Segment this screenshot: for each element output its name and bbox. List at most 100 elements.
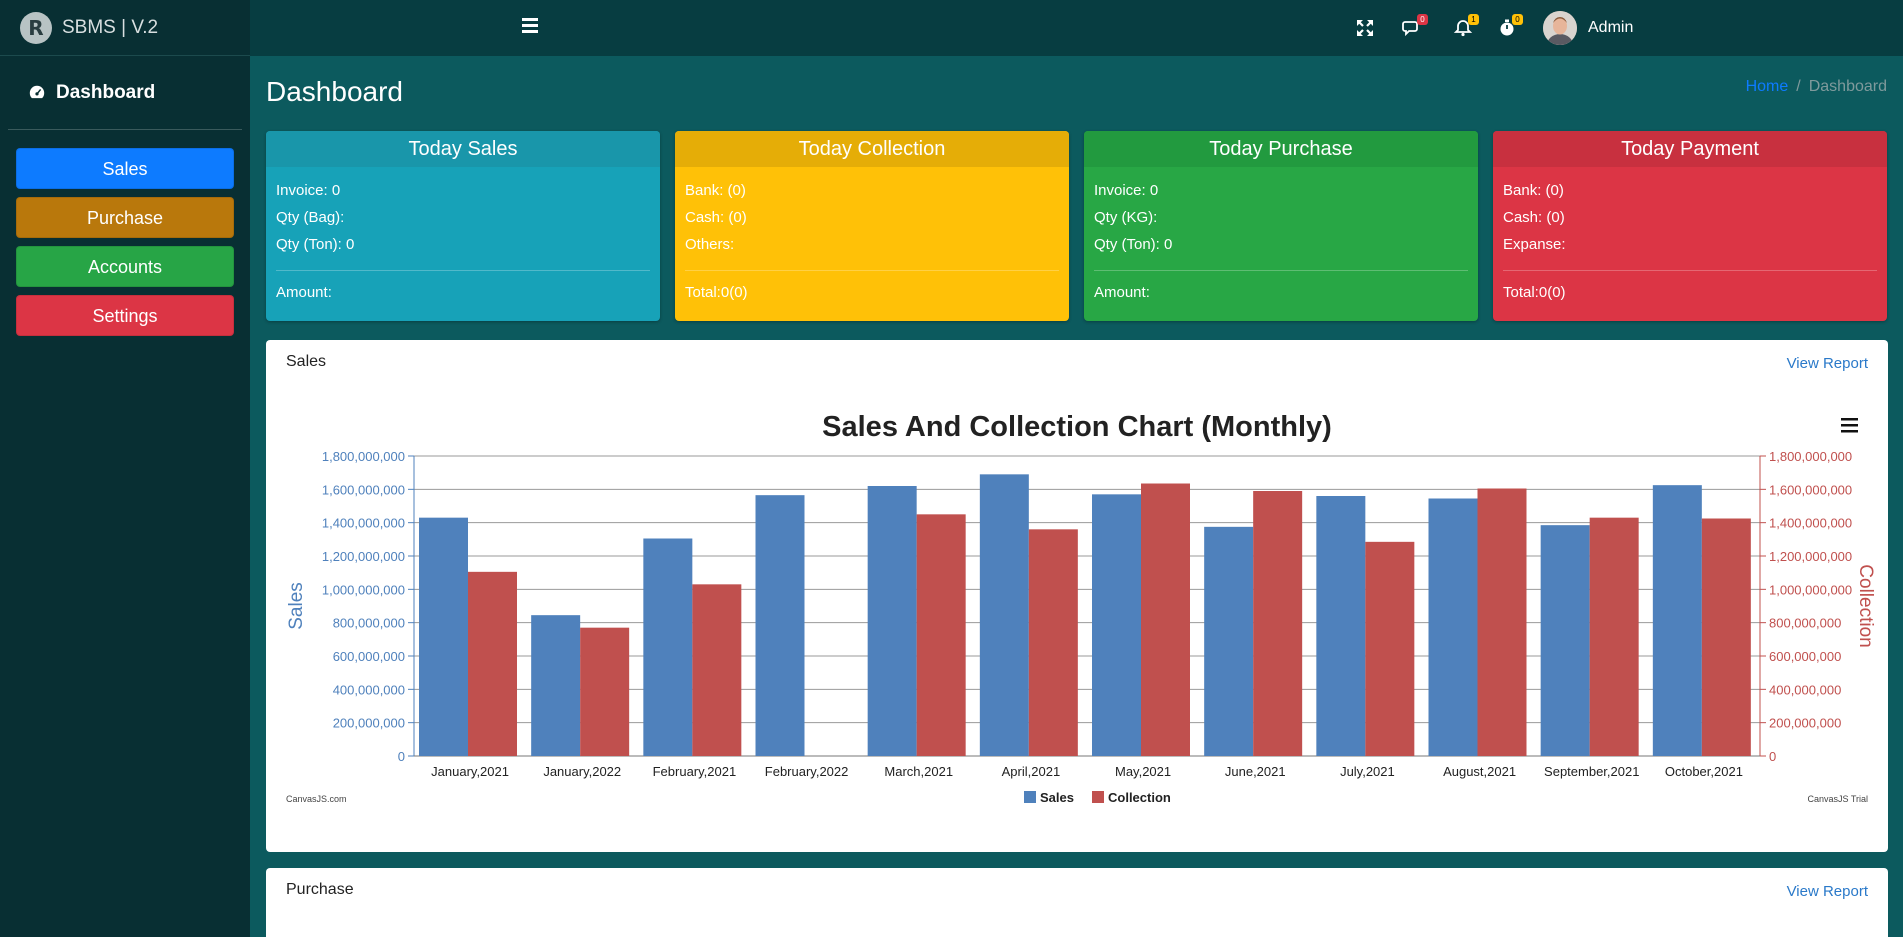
bar-collection — [1589, 517, 1639, 756]
avatar[interactable] — [1543, 11, 1577, 45]
bar-collection — [1701, 518, 1751, 756]
sidebar-dashboard-label: Dashboard — [56, 81, 156, 103]
card-divider — [685, 270, 1059, 271]
card-line: Qty (Bag): — [276, 209, 345, 226]
bar-sales — [1204, 526, 1254, 756]
purchase-view-report-link[interactable]: View Report — [1786, 883, 1868, 900]
x-tick-label: January,2022 — [543, 764, 621, 779]
y2-tick-label: 200,000,000 — [1769, 716, 1841, 731]
breadcrumb-home[interactable]: Home — [1745, 78, 1789, 95]
card-title: Today Collection — [675, 131, 1069, 167]
sidebar-item-settings[interactable]: Settings — [16, 295, 234, 336]
card-divider — [276, 270, 650, 271]
sidebar-item-sales[interactable]: Sales — [16, 148, 234, 189]
notifications-badge: 1 — [1468, 14, 1479, 25]
legend-swatch-sales — [1024, 791, 1036, 803]
purchase-panel: Purchase View Report — [266, 868, 1888, 937]
sidebar-item-accounts[interactable]: Accounts — [16, 246, 234, 287]
card-today-purchase: Today Purchase Invoice: 0 Qty (KG): Qty … — [1084, 131, 1478, 321]
bar-sales — [1652, 485, 1702, 756]
chart-menu-icon-bar — [1841, 418, 1858, 421]
y2-tick-label: 1,800,000,000 — [1769, 449, 1852, 464]
sales-panel: Sales View Report Sales And Collection C… — [266, 340, 1888, 852]
purchase-panel-title: Purchase — [286, 881, 354, 898]
card-footer: Total:0(0) — [1503, 284, 1566, 301]
x-tick-label: June,2021 — [1225, 764, 1286, 779]
y-tick-label: 1,000,000,000 — [322, 582, 405, 597]
bar-collection — [916, 514, 966, 756]
brand[interactable]: R SBMS | V.2 — [0, 0, 250, 56]
main-content: Dashboard Home / Dashboard Today Sales Inv… — [250, 56, 1903, 937]
x-tick-label: October,2021 — [1665, 764, 1743, 779]
chart-title: Sales And Collection Chart (Monthly) — [822, 411, 1332, 443]
bar-sales — [643, 538, 693, 756]
legend-label-collection: Collection — [1108, 790, 1171, 805]
card-today-payment: Today Payment Bank: (0) Cash: (0) Expans… — [1493, 131, 1887, 321]
card-line: Expanse: — [1503, 236, 1566, 253]
sales-view-report-link[interactable]: View Report — [1786, 355, 1868, 372]
card-line: Qty (KG): — [1094, 209, 1158, 226]
bell-icon[interactable]: 1 — [1453, 14, 1479, 38]
x-tick-label: February,2021 — [653, 764, 737, 779]
breadcrumb-separator: / — [1796, 78, 1801, 95]
card-divider — [1503, 270, 1877, 271]
messages-badge: 0 — [1417, 14, 1428, 25]
y2-tick-label: 1,200,000,000 — [1769, 549, 1852, 564]
menu-icon[interactable] — [522, 18, 538, 33]
summary-cards: Today Sales Invoice: 0 Qty (Bag): Qty (T… — [266, 131, 1890, 321]
card-footer: Amount: — [276, 284, 332, 301]
bar-collection — [1253, 491, 1303, 756]
y2-tick-label: 800,000,000 — [1769, 616, 1841, 631]
bar-collection — [1028, 529, 1078, 756]
y-tick-label: 200,000,000 — [333, 716, 405, 731]
card-footer: Amount: — [1094, 284, 1150, 301]
bar-collection — [580, 627, 630, 756]
y2-tick-label: 600,000,000 — [1769, 649, 1841, 664]
bar-sales — [867, 486, 917, 756]
x-tick-label: March,2021 — [884, 764, 953, 779]
brand-logo: R — [20, 11, 52, 44]
sidebar-item-dashboard[interactable]: Dashboard — [8, 56, 242, 130]
bar-sales — [1316, 496, 1366, 756]
fullscreen-icon[interactable] — [1355, 18, 1375, 38]
legend-label-sales: Sales — [1040, 790, 1074, 805]
y2-tick-label: 400,000,000 — [1769, 682, 1841, 697]
y-tick-label: 1,200,000,000 — [322, 549, 405, 564]
y2-axis-title: Collection — [1855, 564, 1876, 647]
y-tick-label: 1,600,000,000 — [322, 482, 405, 497]
card-title: Today Payment — [1493, 131, 1887, 167]
user-name[interactable]: Admin — [1588, 19, 1634, 36]
breadcrumb-current: Dashboard — [1808, 78, 1887, 95]
bar-sales — [1428, 498, 1478, 756]
x-tick-label: April,2021 — [1002, 764, 1061, 779]
sidebar-menu: Sales Purchase Accounts Settings — [0, 130, 250, 336]
card-line: Cash: (0) — [685, 209, 747, 226]
x-tick-label: July,2021 — [1340, 764, 1395, 779]
card-today-sales: Today Sales Invoice: 0 Qty (Bag): Qty (T… — [266, 131, 660, 321]
tachometer-icon — [29, 85, 45, 98]
bar-collection — [1477, 488, 1527, 756]
x-tick-label: September,2021 — [1544, 764, 1639, 779]
legend-swatch-collection — [1092, 791, 1104, 803]
card-line: Invoice: 0 — [276, 182, 341, 199]
y2-tick-label: 1,400,000,000 — [1769, 516, 1852, 531]
sales-collection-chart: Sales And Collection Chart (Monthly) 0 0 20… — [286, 411, 1876, 805]
timers-badge: 0 — [1512, 14, 1523, 25]
brand-title: SBMS | V.2 — [62, 16, 159, 38]
stopwatch-icon[interactable]: 0 — [1497, 14, 1523, 38]
x-tick-label: August,2021 — [1443, 764, 1516, 779]
card-line: Qty (Ton): 0 — [276, 236, 355, 253]
comments-icon[interactable]: 0 — [1402, 14, 1428, 38]
x-tick-label: January,2021 — [431, 764, 509, 779]
x-tick-label: February,2022 — [765, 764, 849, 779]
sidebar-item-purchase[interactable]: Purchase — [16, 197, 234, 238]
card-line: Bank: (0) — [685, 182, 746, 199]
x-tick-label: May,2021 — [1115, 764, 1171, 779]
y2-tick-label: 0 — [1769, 749, 1776, 764]
card-line: Bank: (0) — [1503, 182, 1564, 199]
card-line: Others: — [685, 236, 735, 253]
y2-tick-label: 1,600,000,000 — [1769, 482, 1852, 497]
y-tick-label: 400,000,000 — [333, 682, 405, 697]
y-tick-label: 1,400,000,000 — [322, 516, 405, 531]
bar-sales — [419, 517, 468, 756]
